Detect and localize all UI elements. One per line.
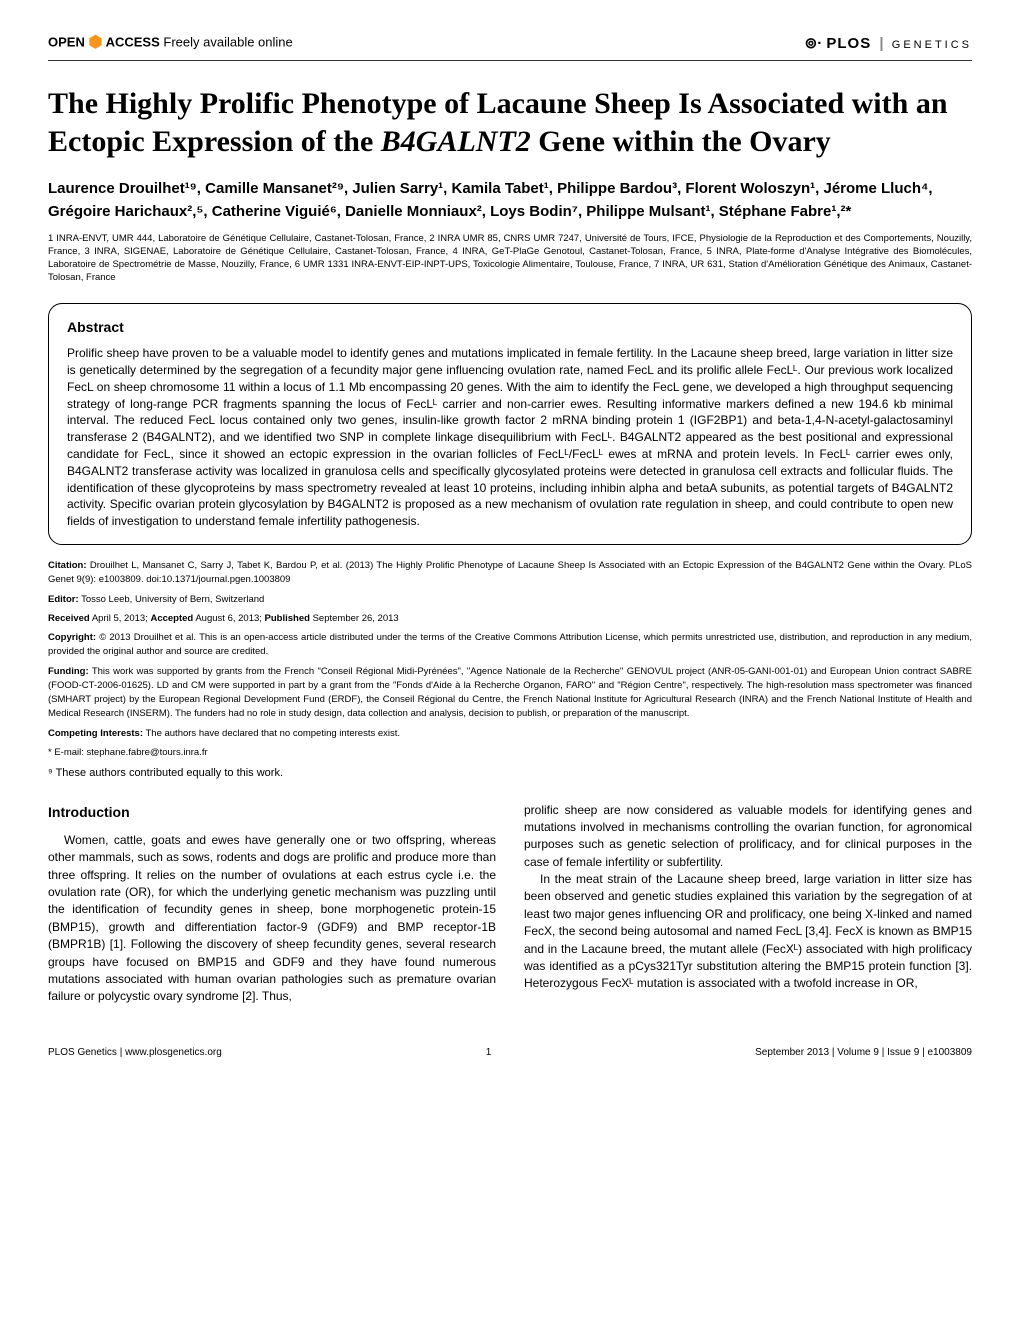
brand-icon: ⊚· bbox=[805, 35, 823, 52]
open-access-badge: OPEN ⬢ ACCESS Freely available online bbox=[48, 32, 293, 54]
email-text: stephane.fabre@tours.inra.fr bbox=[87, 747, 208, 758]
header-bar: OPEN ⬢ ACCESS Freely available online ⊚·… bbox=[48, 32, 972, 61]
accepted-label: Accepted bbox=[150, 613, 193, 624]
copyright-label: Copyright: bbox=[48, 632, 96, 643]
intro-col2-p2: In the meat strain of the Lacaune sheep … bbox=[524, 871, 972, 993]
received-text: April 5, 2013; bbox=[90, 613, 151, 624]
citation-label: Citation: bbox=[48, 560, 87, 571]
competing-text: The authors have declared that no compet… bbox=[143, 728, 400, 739]
contrib-line: ⁹ These authors contributed equally to t… bbox=[48, 765, 972, 782]
title-part2: Gene within the Ovary bbox=[531, 125, 831, 158]
editor-line: Editor: Tosso Leeb, University of Bern, … bbox=[48, 593, 972, 607]
received-label: Received bbox=[48, 613, 90, 624]
plos-label: PLOS bbox=[826, 35, 871, 52]
freely-label: Freely available online bbox=[163, 35, 292, 50]
column-left: Introduction Women, cattle, goats and ew… bbox=[48, 802, 496, 1006]
affiliations: 1 INRA-ENVT, UMR 444, Laboratoire de Gén… bbox=[48, 233, 972, 284]
title-gene: B4GALNT2 bbox=[381, 125, 531, 158]
intro-col2-p1: prolific sheep are now considered as val… bbox=[524, 802, 972, 872]
article-title: The Highly Prolific Phenotype of Lacaune… bbox=[48, 85, 972, 160]
published-text: September 26, 2013 bbox=[310, 613, 399, 624]
open-label: OPEN bbox=[48, 35, 85, 50]
citation-line: Citation: Drouilhet L, Mansanet C, Sarry… bbox=[48, 559, 972, 588]
dates-line: Received April 5, 2013; Accepted August … bbox=[48, 612, 972, 626]
intro-col1-p1: Women, cattle, goats and ewes have gener… bbox=[48, 832, 496, 1006]
abstract-body: Prolific sheep have proven to be a valua… bbox=[67, 345, 953, 530]
footer-page-number: 1 bbox=[486, 1046, 492, 1060]
journal-brand: ⊚· PLOS | GENETICS bbox=[805, 33, 972, 54]
email-line: * E-mail: stephane.fabre@tours.inra.fr bbox=[48, 746, 972, 760]
accepted-text: August 6, 2013; bbox=[193, 613, 264, 624]
abstract-box: Abstract Prolific sheep have proven to b… bbox=[48, 303, 972, 545]
body-columns: Introduction Women, cattle, goats and ew… bbox=[48, 802, 972, 1006]
footer-left: PLOS Genetics | www.plosgenetics.org bbox=[48, 1046, 222, 1060]
citation-text: Drouilhet L, Mansanet C, Sarry J, Tabet … bbox=[48, 560, 972, 585]
footer-right: September 2013 | Volume 9 | Issue 9 | e1… bbox=[755, 1046, 972, 1060]
funding-text: This work was supported by grants from t… bbox=[48, 666, 972, 720]
published-label: Published bbox=[265, 613, 310, 624]
access-label: ACCESS bbox=[106, 35, 160, 50]
copyright-text: © 2013 Drouilhet et al. This is an open-… bbox=[48, 632, 972, 657]
funding-line: Funding: This work was supported by gran… bbox=[48, 665, 972, 722]
lock-icon: ⬢ bbox=[88, 34, 102, 51]
meta-block: Citation: Drouilhet L, Mansanet C, Sarry… bbox=[48, 559, 972, 782]
author-list: Laurence Drouilhet¹⁹, Camille Mansanet²⁹… bbox=[48, 178, 972, 223]
intro-heading: Introduction bbox=[48, 802, 496, 822]
editor-text: Tosso Leeb, University of Bern, Switzerl… bbox=[79, 594, 265, 605]
competing-label: Competing Interests: bbox=[48, 728, 143, 739]
journal-name: GENETICS bbox=[892, 39, 972, 51]
editor-label: Editor: bbox=[48, 594, 79, 605]
brand-separator: | bbox=[879, 35, 883, 52]
page-footer: PLOS Genetics | www.plosgenetics.org 1 S… bbox=[48, 1038, 972, 1060]
copyright-line: Copyright: © 2013 Drouilhet et al. This … bbox=[48, 631, 972, 660]
competing-line: Competing Interests: The authors have de… bbox=[48, 727, 972, 741]
funding-label: Funding: bbox=[48, 666, 89, 677]
abstract-heading: Abstract bbox=[67, 318, 953, 338]
column-right: prolific sheep are now considered as val… bbox=[524, 802, 972, 1006]
email-label: * E-mail: bbox=[48, 747, 87, 758]
